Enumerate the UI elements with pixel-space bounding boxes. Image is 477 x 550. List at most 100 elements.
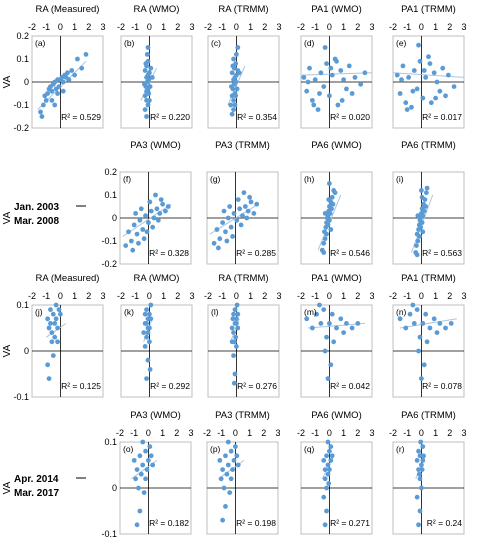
panel-label: (q) bbox=[304, 444, 315, 454]
data-point bbox=[416, 348, 421, 354]
y-tick-label: 0 bbox=[112, 213, 117, 223]
data-point bbox=[307, 65, 312, 71]
data-point bbox=[148, 302, 154, 308]
data-point bbox=[52, 334, 58, 340]
data-point bbox=[148, 65, 154, 71]
data-point bbox=[417, 476, 423, 482]
y-tick-label: 0.1 bbox=[16, 300, 29, 310]
y-tick-label: -0.1 bbox=[13, 392, 29, 402]
trend-line bbox=[300, 72, 373, 76]
data-point bbox=[344, 321, 349, 326]
data-point bbox=[414, 86, 420, 92]
data-point bbox=[315, 107, 321, 112]
y-axis-title: VA bbox=[2, 481, 13, 494]
panel-title: RA (Measured) bbox=[36, 273, 100, 284]
data-point bbox=[157, 211, 163, 216]
data-point bbox=[58, 311, 63, 317]
data-point bbox=[346, 63, 352, 69]
data-point bbox=[142, 107, 148, 112]
data-point bbox=[231, 311, 236, 317]
y-tick-label: 0.1 bbox=[104, 437, 117, 447]
data-point bbox=[414, 243, 419, 249]
data-point bbox=[403, 325, 409, 331]
data-point bbox=[215, 245, 221, 251]
x-tick-label: -2 bbox=[297, 428, 305, 438]
data-point bbox=[147, 84, 153, 89]
data-point bbox=[231, 458, 237, 463]
data-point bbox=[234, 344, 239, 349]
x-tick-label: 0 bbox=[327, 291, 332, 301]
data-point bbox=[324, 61, 329, 66]
data-point bbox=[349, 91, 355, 96]
data-point bbox=[330, 201, 336, 207]
data-point bbox=[38, 109, 43, 115]
x-tick-label: 1 bbox=[341, 22, 346, 32]
y-tick-label: 0.1 bbox=[16, 54, 29, 64]
data-point bbox=[140, 439, 146, 445]
x-tick-label: 1 bbox=[341, 291, 346, 301]
data-point bbox=[423, 75, 429, 80]
x-tick-label: -2 bbox=[203, 428, 211, 438]
data-point bbox=[147, 339, 152, 345]
data-point bbox=[394, 72, 400, 78]
r-squared-label: R² = 0.198 bbox=[236, 518, 276, 528]
x-tick-label: 1 bbox=[161, 291, 166, 301]
data-point bbox=[143, 448, 148, 454]
panel-label: (a) bbox=[35, 38, 46, 48]
data-point bbox=[148, 453, 154, 459]
x-tick-label: -1 bbox=[403, 291, 411, 301]
data-point bbox=[355, 321, 361, 326]
data-point bbox=[233, 93, 239, 99]
y-tick-label: 0.2 bbox=[104, 167, 117, 177]
data-point bbox=[136, 240, 141, 246]
panel-d: PA1 (WMO) -2 -1 0 1 2 3 (d) R² = 0.020 bbox=[297, 4, 375, 129]
x-tick-label: 1 bbox=[72, 22, 77, 32]
data-point bbox=[327, 321, 332, 326]
data-point bbox=[331, 339, 337, 345]
x-tick-label: 2 bbox=[262, 291, 267, 301]
y-tick-label: -0.2 bbox=[101, 259, 117, 269]
data-point bbox=[153, 192, 158, 198]
r-squared-label: R² = 0.042 bbox=[330, 381, 370, 391]
data-point bbox=[141, 490, 147, 495]
trend-line bbox=[400, 318, 457, 329]
data-point bbox=[147, 98, 152, 103]
x-tick-label: 1 bbox=[72, 291, 77, 301]
x-tick-label: -1 bbox=[42, 22, 50, 32]
data-point bbox=[160, 201, 166, 207]
x-tick-label: 0 bbox=[147, 22, 152, 32]
data-point bbox=[233, 334, 239, 340]
data-point bbox=[431, 316, 437, 322]
panel-label: (k) bbox=[124, 307, 134, 317]
data-point bbox=[314, 311, 320, 317]
data-point bbox=[229, 325, 235, 331]
y-axis-title: VA bbox=[2, 75, 13, 88]
data-point bbox=[221, 208, 227, 214]
data-point bbox=[143, 61, 149, 66]
data-point bbox=[220, 220, 226, 226]
x-tick-label: 1 bbox=[248, 291, 253, 301]
x-tick-label: -1 bbox=[311, 22, 319, 32]
r-squared-label: R² = 0.292 bbox=[150, 381, 190, 391]
data-point bbox=[334, 58, 339, 64]
data-point bbox=[445, 72, 451, 78]
y-tick-label: -0.1 bbox=[13, 100, 29, 110]
panel-m: PA1 (WMO) -2 -1 0 1 2 3 (m) R² = 0.042 bbox=[297, 273, 375, 398]
data-point bbox=[309, 98, 315, 103]
data-point bbox=[225, 462, 231, 468]
panel-label: (f) bbox=[123, 174, 131, 184]
y-tick-label: 0.2 bbox=[16, 31, 29, 41]
x-tick-label: 2 bbox=[174, 428, 179, 438]
x-tick-label: 3 bbox=[100, 22, 105, 32]
data-point bbox=[304, 88, 310, 94]
panel-title: PA1 (TRMM) bbox=[401, 4, 456, 15]
data-point bbox=[317, 302, 322, 308]
data-point bbox=[339, 98, 345, 103]
data-point bbox=[414, 252, 420, 258]
r-squared-label: R² = 0.276 bbox=[237, 381, 277, 391]
data-point bbox=[147, 70, 152, 76]
data-point bbox=[338, 68, 344, 73]
x-tick-label: 2 bbox=[447, 22, 452, 32]
x-tick-label: 2 bbox=[175, 291, 180, 301]
data-point bbox=[220, 517, 226, 523]
